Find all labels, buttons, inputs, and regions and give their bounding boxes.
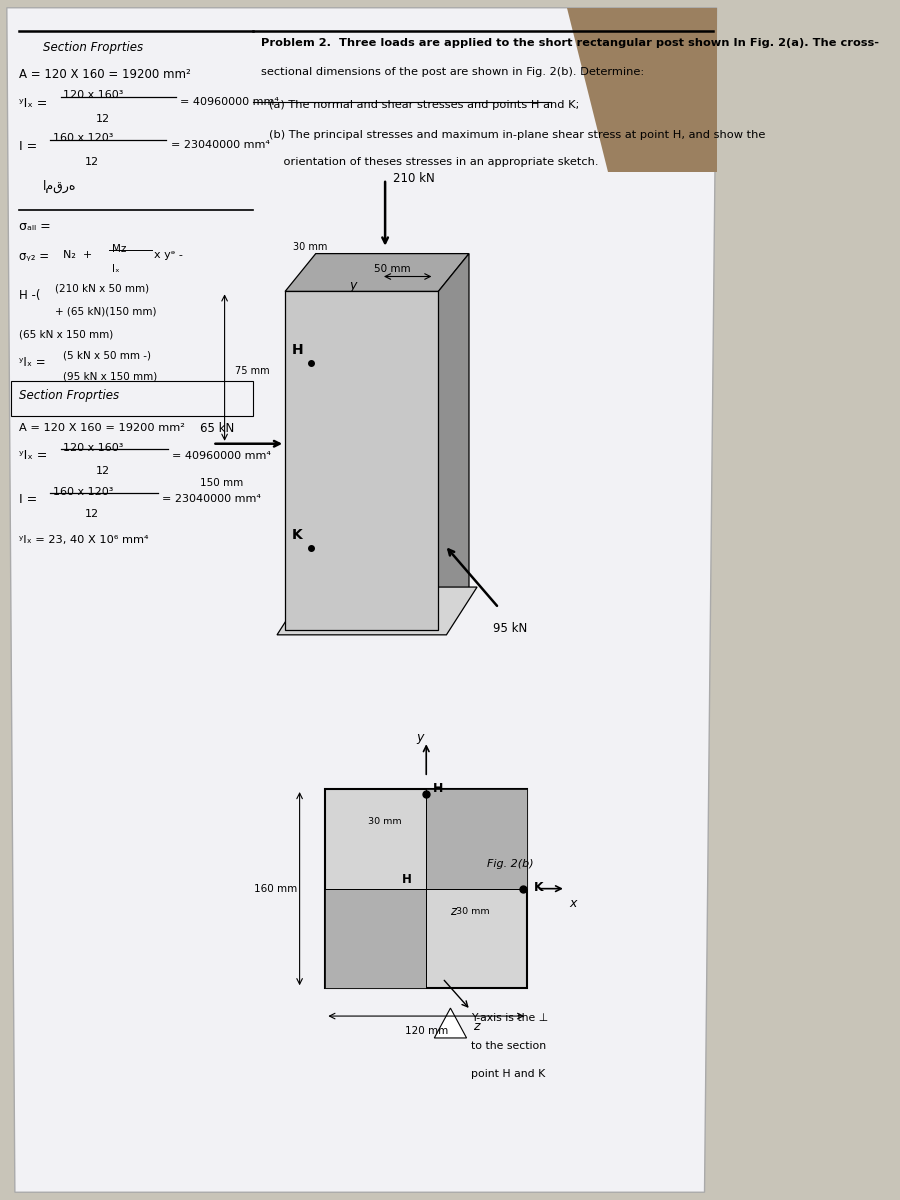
Text: point H and K: point H and K xyxy=(471,1069,544,1079)
Text: 12: 12 xyxy=(86,157,99,167)
Text: orientation of theses stresses in an appropriate sketch.: orientation of theses stresses in an app… xyxy=(269,157,598,167)
Text: 95 kN: 95 kN xyxy=(493,622,527,635)
Text: H: H xyxy=(433,782,443,796)
Text: Fig. 2(b): Fig. 2(b) xyxy=(487,859,534,869)
Text: 30 mm: 30 mm xyxy=(293,241,328,252)
Text: I =: I = xyxy=(19,492,37,505)
Polygon shape xyxy=(567,7,716,172)
Text: Section Froprties: Section Froprties xyxy=(43,41,143,54)
Text: Y-axis is the ⊥: Y-axis is the ⊥ xyxy=(471,1013,548,1024)
Polygon shape xyxy=(7,7,716,1193)
Text: ʸIₓ =: ʸIₓ = xyxy=(19,97,48,110)
Text: 210 kN: 210 kN xyxy=(393,172,435,185)
Text: ʸIₓ =: ʸIₓ = xyxy=(19,449,48,462)
Text: H -(: H -( xyxy=(19,289,40,302)
Text: 160 mm: 160 mm xyxy=(254,883,297,894)
Text: H: H xyxy=(402,872,412,886)
Text: (a) The normal and shear stresses and points H and K;: (a) The normal and shear stresses and po… xyxy=(269,101,580,110)
Text: (95 kN x 150 mm): (95 kN x 150 mm) xyxy=(63,371,158,382)
Text: 30 mm: 30 mm xyxy=(368,817,401,826)
Text: = 23040000 mm⁴: = 23040000 mm⁴ xyxy=(171,140,269,150)
Text: A = 120 X 160 = 19200 mm²: A = 120 X 160 = 19200 mm² xyxy=(19,68,191,82)
Text: = 40960000 mm⁴: = 40960000 mm⁴ xyxy=(180,97,279,107)
Text: امقره: امقره xyxy=(43,180,76,193)
Text: I =: I = xyxy=(19,140,37,154)
Text: (65 kN x 150 mm): (65 kN x 150 mm) xyxy=(19,329,113,340)
Polygon shape xyxy=(285,253,469,292)
Text: 50 mm: 50 mm xyxy=(374,264,410,274)
Text: 12: 12 xyxy=(86,510,99,520)
Bar xyxy=(326,889,427,988)
Bar xyxy=(285,292,438,630)
Text: sectional dimensions of the post are shown in Fig. 2(b). Determine:: sectional dimensions of the post are sho… xyxy=(261,67,644,78)
Text: 120 x 160³: 120 x 160³ xyxy=(63,90,123,101)
Text: K: K xyxy=(534,881,543,894)
Text: 12: 12 xyxy=(95,114,110,125)
Text: y: y xyxy=(349,280,357,293)
Text: z: z xyxy=(472,1020,479,1033)
Text: 30 mm: 30 mm xyxy=(456,906,490,916)
Text: = 40960000 mm⁴: = 40960000 mm⁴ xyxy=(172,451,271,461)
Bar xyxy=(11,382,253,416)
Text: 120 x 160³: 120 x 160³ xyxy=(63,443,123,452)
Polygon shape xyxy=(438,253,469,630)
Text: z: z xyxy=(450,905,456,918)
Text: 75 mm: 75 mm xyxy=(235,366,270,376)
Text: 65 kN: 65 kN xyxy=(201,422,235,434)
Text: Iₓ: Iₓ xyxy=(112,264,120,274)
Text: K: K xyxy=(292,528,302,542)
Text: x yᵊ -: x yᵊ - xyxy=(155,250,184,259)
Text: x: x xyxy=(569,896,576,910)
Text: 12: 12 xyxy=(95,466,110,475)
Text: 160 x 120³: 160 x 120³ xyxy=(53,486,113,497)
Text: (210 kN x 50 mm): (210 kN x 50 mm) xyxy=(55,283,149,294)
Text: Mz: Mz xyxy=(112,244,126,253)
Bar xyxy=(427,790,527,889)
Text: A = 120 X 160 = 19200 mm²: A = 120 X 160 = 19200 mm² xyxy=(19,422,184,433)
Text: (b) The principal stresses and maximum in-plane shear stress at point H, and sho: (b) The principal stresses and maximum i… xyxy=(269,130,765,140)
Bar xyxy=(326,790,527,988)
Text: to the section: to the section xyxy=(471,1040,545,1051)
Text: H: H xyxy=(292,343,303,358)
Text: Section Froprties: Section Froprties xyxy=(19,389,119,402)
Text: N₂  +: N₂ + xyxy=(63,250,93,259)
Polygon shape xyxy=(277,587,477,635)
Text: ʸIₓ = 23, 40 X 10⁶ mm⁴: ʸIₓ = 23, 40 X 10⁶ mm⁴ xyxy=(19,535,149,545)
Text: σᵧ₂ =: σᵧ₂ = xyxy=(19,250,49,263)
Text: = 23040000 mm⁴: = 23040000 mm⁴ xyxy=(163,494,261,504)
Text: 160 x 120³: 160 x 120³ xyxy=(53,133,113,143)
Text: Problem 2.  Three loads are applied to the short rectangular post shown In Fig. : Problem 2. Three loads are applied to th… xyxy=(261,37,879,48)
Text: 120 mm: 120 mm xyxy=(405,1026,448,1036)
Polygon shape xyxy=(435,1008,466,1038)
Text: + (65 kN)(150 mm): + (65 kN)(150 mm) xyxy=(55,306,157,317)
Text: σₐₗₗ =: σₐₗₗ = xyxy=(19,220,50,233)
Text: ʸIₓ =: ʸIₓ = xyxy=(19,356,46,370)
Text: y: y xyxy=(417,731,424,744)
Text: 150 mm: 150 mm xyxy=(201,478,244,487)
Text: (5 kN x 50 mm -): (5 kN x 50 mm -) xyxy=(63,350,151,360)
